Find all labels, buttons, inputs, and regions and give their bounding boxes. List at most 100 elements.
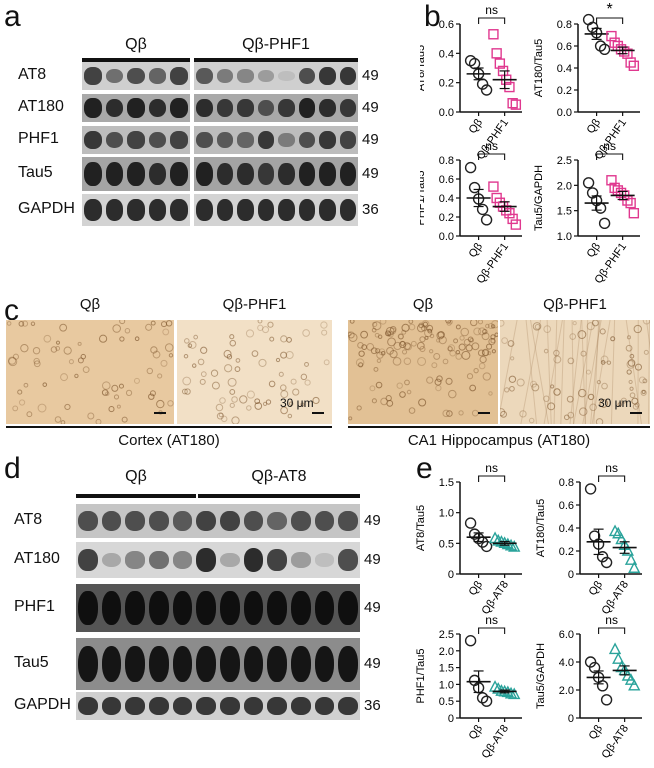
- panel_a-band: [278, 70, 295, 82]
- y-tick-label: 0.0: [439, 231, 454, 243]
- panel_d-group-title: Qβ-AT8: [251, 468, 307, 485]
- panel_a-size-label: 49: [362, 99, 379, 116]
- panel_d-group-title: Qβ: [125, 468, 147, 485]
- y-axis-label: PHF1/Tau5: [415, 648, 427, 703]
- category-label: Qβ-AT8: [480, 723, 512, 761]
- data-point: [464, 517, 477, 529]
- data-point: [624, 673, 638, 685]
- panel_a-band: [237, 132, 254, 148]
- panel_a-blot-strip: [194, 62, 358, 90]
- panel_a-band: [216, 199, 233, 221]
- panel_d-blot-strip: [76, 504, 360, 538]
- category-label: Qβ: [587, 723, 605, 742]
- panel_a-band: [84, 131, 102, 149]
- y-tick-label: 6.0: [559, 629, 574, 641]
- panel_a-band: [257, 69, 274, 83]
- panel_a-blot-strip: [82, 126, 190, 154]
- panel_d-band: [125, 590, 145, 626]
- panel_a-band: [339, 162, 356, 186]
- data-point: [615, 187, 627, 199]
- panel_d-band: [172, 511, 193, 531]
- panel_d-band: [338, 590, 358, 626]
- panel_a-row-label: AT180: [18, 98, 64, 115]
- panel_d-band: [267, 590, 287, 626]
- micrograph-image: [177, 320, 332, 424]
- significance-bracket: [478, 153, 506, 160]
- category-label: Qβ-AT8: [480, 579, 512, 617]
- panel_a-band: [298, 98, 315, 118]
- panel_d-size-label: 36: [364, 697, 381, 714]
- data-point: [628, 561, 641, 573]
- panel_a-band: [170, 199, 188, 221]
- panel_d-band: [243, 548, 264, 572]
- panel_d-band: [243, 510, 264, 532]
- y-tick-label: 0.2: [559, 546, 574, 558]
- panel_a-blot-strip: [82, 194, 190, 226]
- panel-letter-e: e: [416, 452, 433, 485]
- panel_a-band: [237, 199, 254, 221]
- panel-letter-a: a: [4, 0, 21, 33]
- significance-label: ns: [485, 613, 498, 627]
- y-axis-label: AT180/Tau5: [533, 39, 545, 98]
- panel-letter-d: d: [4, 452, 21, 485]
- y-tick-label: 0.4: [559, 523, 574, 535]
- panel_a-band: [319, 98, 336, 118]
- panel_d-band: [220, 510, 240, 532]
- data-point: [600, 556, 613, 569]
- panel_d-band: [196, 645, 216, 683]
- panel_d-band: [291, 645, 311, 683]
- panel_a-band: [105, 68, 124, 84]
- panel_d-band: [291, 552, 311, 568]
- y-axis-label: Tau5/GAPDH: [533, 165, 545, 231]
- panel_a-band: [257, 163, 274, 185]
- data-point: [609, 37, 620, 48]
- y-tick-label: 1.5: [439, 477, 454, 489]
- panel_a-band: [237, 69, 254, 83]
- y-tick-label: 2.0: [439, 646, 454, 658]
- y-tick-label: 0: [568, 713, 574, 725]
- panel_a-band: [278, 132, 295, 148]
- data-point: [584, 483, 597, 495]
- panel_a-band: [339, 99, 356, 117]
- significance-bracket: [596, 153, 624, 160]
- y-tick-label: 0.4: [557, 63, 572, 75]
- data-point: [612, 652, 625, 664]
- data-point: [504, 207, 515, 219]
- y-tick-label: 0.6: [439, 19, 454, 31]
- micrograph-title: Qβ-PHF1: [543, 296, 607, 313]
- panel_a-band: [257, 99, 274, 117]
- panel_a-band: [196, 162, 213, 186]
- panel_d-band: [220, 590, 240, 626]
- category-label: Qβ: [585, 117, 603, 136]
- panel_d-band: [220, 552, 240, 568]
- panel_a-group-title: Qβ: [125, 36, 147, 53]
- panel_d-band: [149, 550, 169, 570]
- panel_d-band: [314, 510, 335, 532]
- panel_a-band: [196, 98, 213, 118]
- panel_d-band: [78, 590, 98, 626]
- panel_d-band: [78, 510, 98, 532]
- data-point: [624, 553, 638, 565]
- panel_a-band: [298, 67, 315, 85]
- panel_a-band: [216, 131, 233, 148]
- panel_a-band: [319, 162, 336, 186]
- significance-label: *: [607, 1, 613, 18]
- data-point: [628, 207, 640, 219]
- panel-letter-b: b: [424, 0, 441, 33]
- y-tick-label: 0.0: [439, 107, 454, 119]
- panel_a-band: [105, 162, 124, 186]
- panel_a-blot-strip: [194, 94, 358, 122]
- data-point: [488, 181, 499, 192]
- data-point: [476, 203, 489, 216]
- data-point: [628, 678, 641, 691]
- panel_a-band: [216, 68, 233, 84]
- panel_d-band: [291, 510, 311, 532]
- panel_d-band: [196, 548, 216, 572]
- micrograph-caption: Cortex (AT180): [118, 432, 220, 449]
- data-point: [598, 217, 611, 230]
- panel_a-band: [127, 162, 145, 186]
- panel_d-band: [243, 645, 264, 683]
